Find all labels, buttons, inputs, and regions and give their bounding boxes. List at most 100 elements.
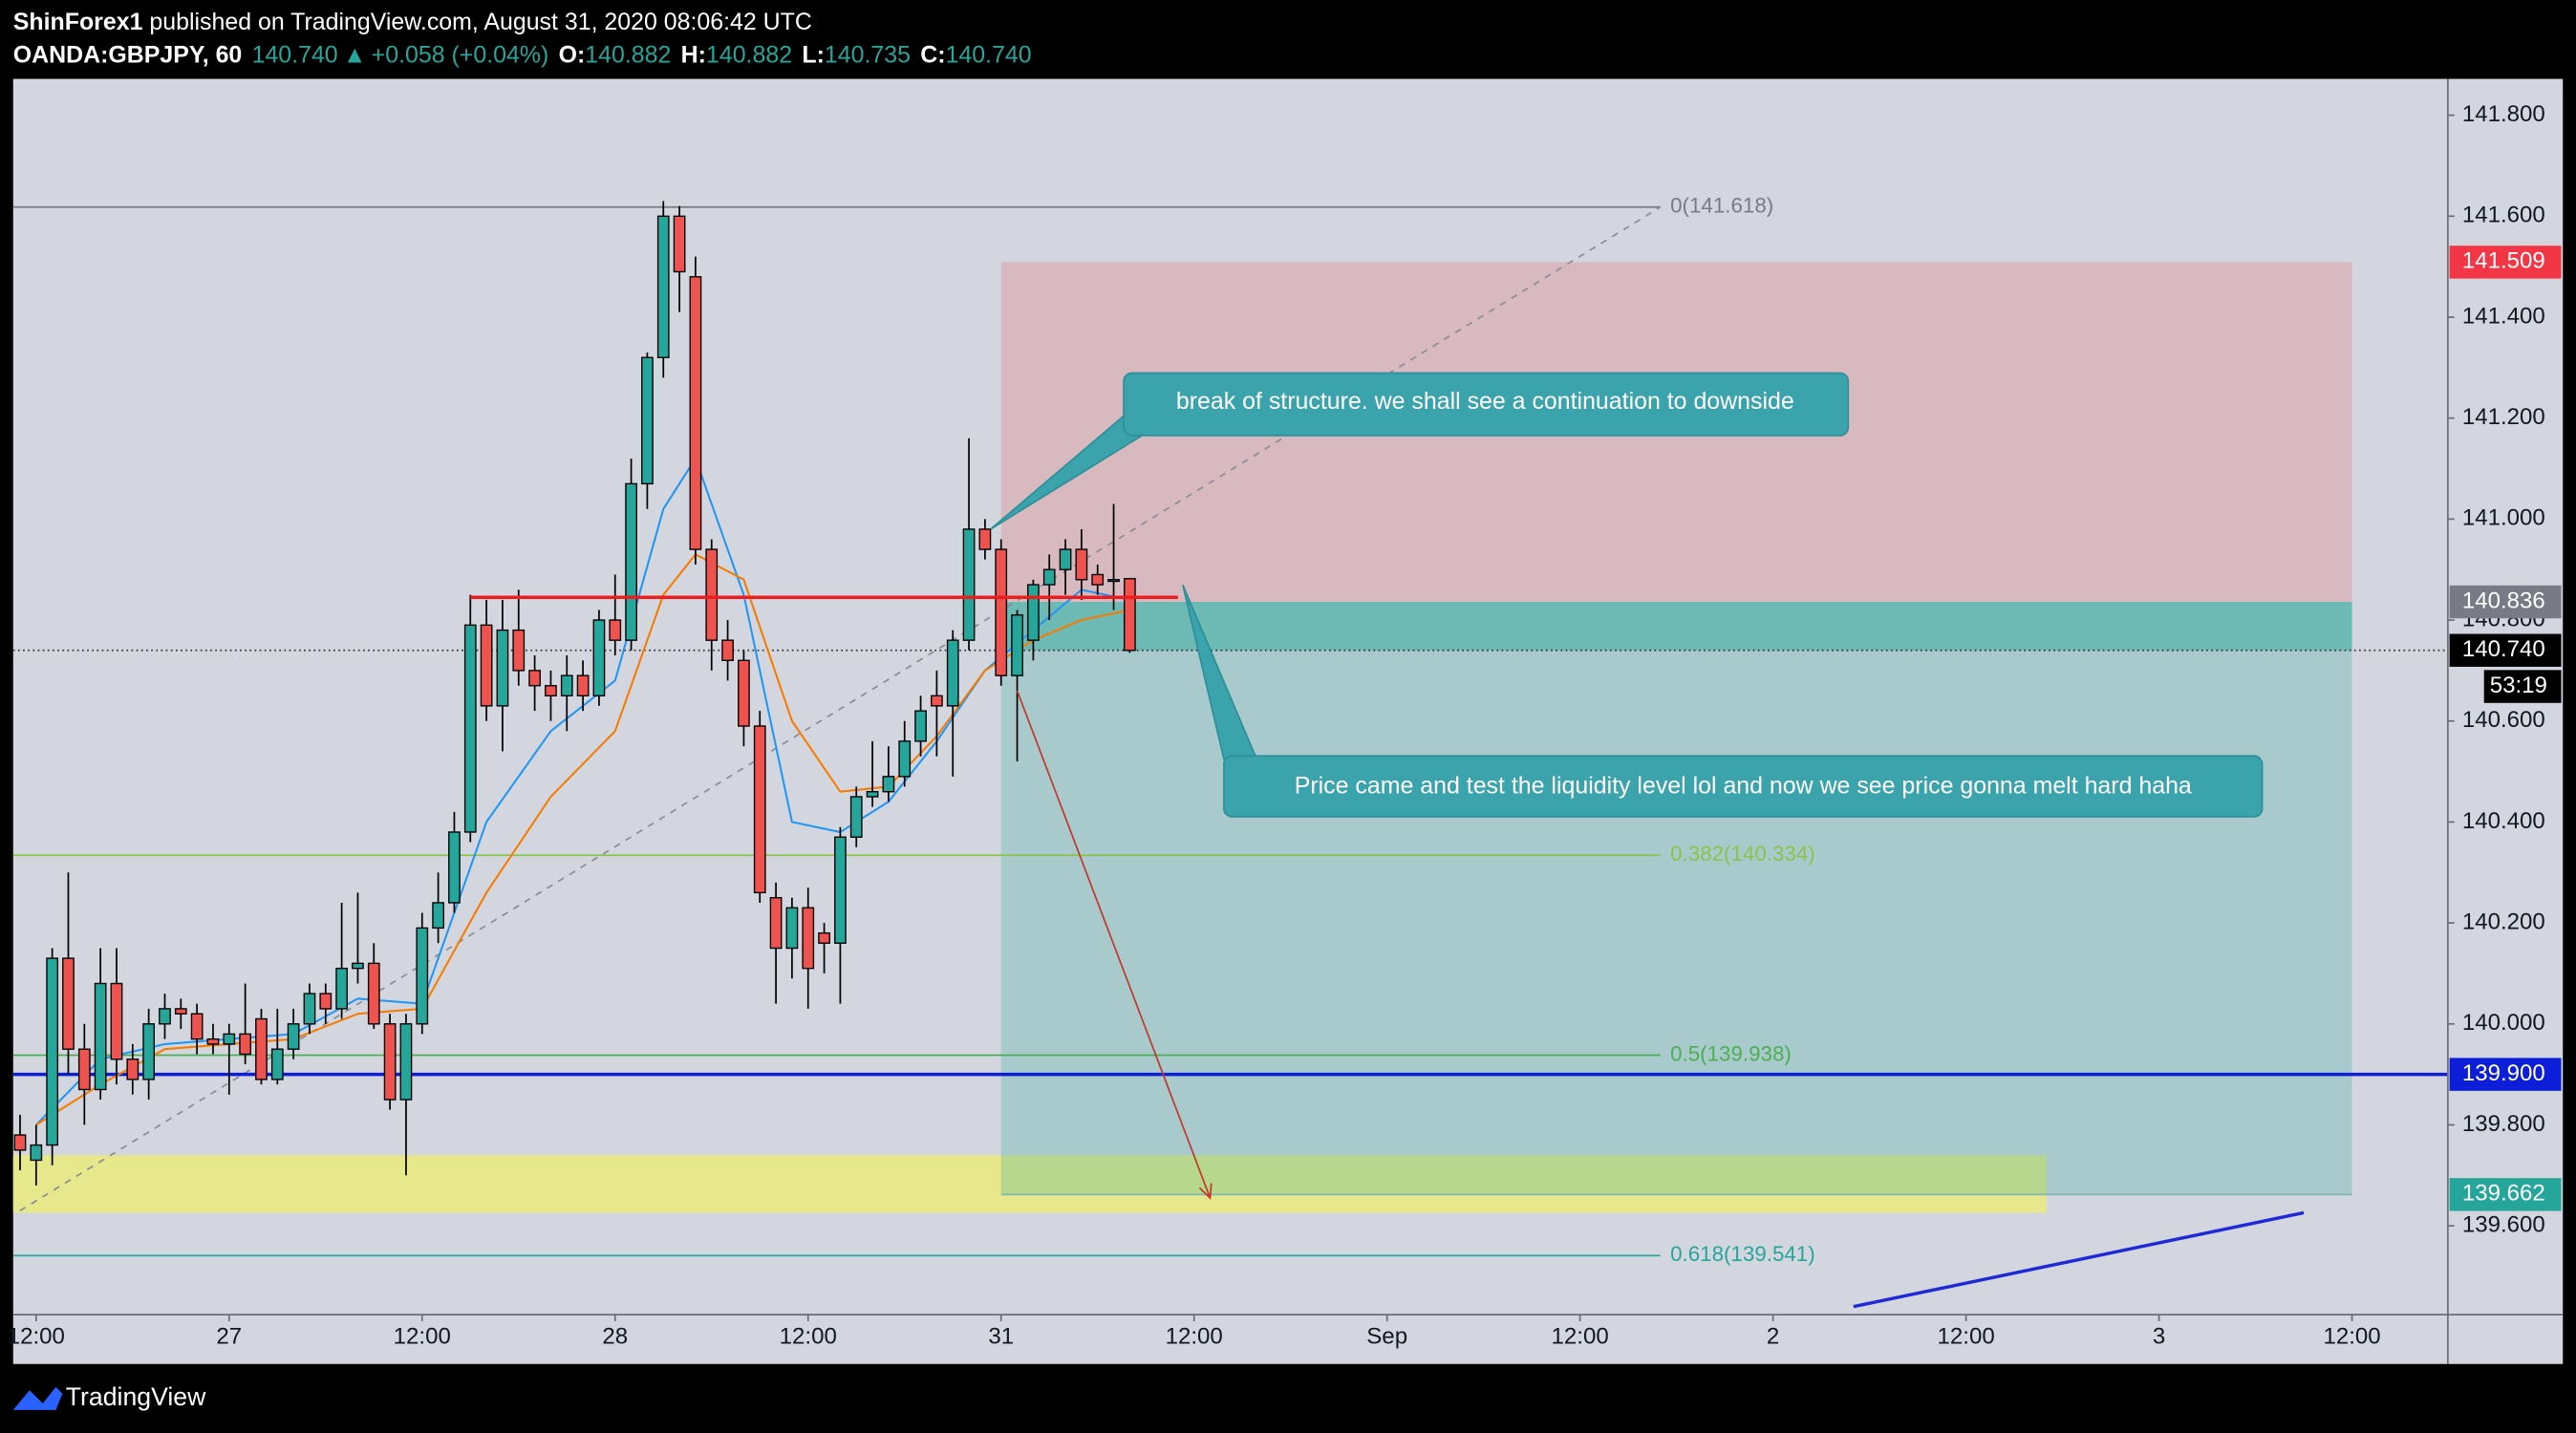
x-tick-label: 12:00	[1166, 1324, 1223, 1350]
candle-body	[46, 957, 59, 1146]
candle-body	[785, 907, 799, 950]
candle-body	[319, 993, 333, 1010]
ohlc-value: 140.882	[585, 41, 671, 68]
arrow	[1016, 690, 1213, 1200]
candle-body	[287, 1023, 300, 1050]
candle-body	[609, 619, 622, 641]
candle-body	[834, 836, 847, 944]
ohlc-label: H:	[681, 41, 706, 68]
candle-body	[673, 215, 686, 273]
candle-body	[94, 982, 107, 1091]
entry-price-tag: 140.836	[2462, 588, 2545, 613]
callout-box	[1223, 755, 2264, 818]
x-tick-label: 12:00	[1552, 1324, 1609, 1350]
callout-text: break of structure. we shall see a conti…	[1176, 388, 1794, 415]
support-price-tag-box	[2449, 1058, 2562, 1091]
candle-body	[432, 902, 444, 930]
x-tick-label: 27	[216, 1324, 242, 1350]
y-tick-label: 139.600	[2462, 1212, 2545, 1238]
candle-body	[448, 831, 461, 904]
price: 140.740	[252, 41, 338, 68]
countdown-box	[2483, 670, 2562, 703]
current-price-tag: 140.740	[2462, 636, 2545, 662]
y-tick-label: 140.000	[2462, 1010, 2545, 1036]
candle-body	[625, 482, 637, 641]
candle-body	[656, 215, 670, 358]
candle-body	[352, 962, 364, 970]
candle-body	[528, 670, 541, 687]
x-tick-label: 12:00	[8, 1324, 65, 1350]
candle-body	[592, 619, 606, 696]
candle-body	[753, 725, 766, 894]
brand: TradingView	[66, 1382, 206, 1411]
candle-body	[496, 629, 509, 707]
arrow: ▲	[343, 41, 367, 68]
candle-body	[1011, 614, 1023, 676]
candle-body	[769, 896, 783, 950]
candle-body	[463, 624, 477, 833]
ohlc-value: 140.882	[706, 41, 792, 68]
open-profit-area	[1000, 602, 2352, 651]
candle-body	[1107, 579, 1120, 583]
stop-price-tag: 141.509	[2462, 248, 2545, 274]
y-tick-label: 141.600	[2462, 203, 2545, 228]
candle-body	[335, 967, 348, 1010]
brand-logo	[12, 1386, 63, 1410]
candle-body	[545, 685, 557, 696]
candle-body	[159, 1008, 171, 1025]
candle-body	[512, 629, 526, 672]
candle-body	[142, 1023, 156, 1080]
x-tick-label: 12:00	[780, 1324, 837, 1350]
candle-body	[480, 624, 493, 707]
candle-body	[367, 962, 380, 1025]
callout-text: Price came and test the liquidity level …	[1295, 773, 2192, 800]
current-price-tag-box	[2449, 633, 2562, 667]
symbol: OANDA:GBPJPY, 60	[13, 41, 243, 68]
target-area	[1000, 602, 2352, 1195]
candle-body	[721, 639, 734, 661]
y-tick-label: 141.800	[2462, 101, 2545, 127]
candle-body	[898, 740, 912, 778]
candle-body	[303, 993, 316, 1025]
fib-label: 0.5(139.938)	[1670, 1041, 1792, 1065]
support-price-tag: 139.900	[2462, 1060, 2545, 1086]
ohlc-label: O:	[559, 41, 586, 68]
target-price-tag: 139.662	[2462, 1181, 2545, 1207]
y-tick-label: 141.200	[2462, 404, 2545, 430]
fib-label: 0(141.618)	[1670, 194, 1773, 218]
candle-body	[62, 957, 75, 1050]
candle-body	[689, 276, 702, 550]
y-tick-label: 140.600	[2462, 707, 2545, 733]
candle-body	[1091, 573, 1105, 586]
candle-body	[190, 1013, 204, 1040]
symbol-line: OANDA:GBPJPY, 60 140.740 ▲ +0.058 (+0.04%) O…	[13, 41, 1032, 68]
x-tick-label: 31	[988, 1324, 1014, 1350]
x-tick-label: 2	[1767, 1324, 1779, 1350]
candle-body	[866, 791, 879, 798]
x-tick-label: 12:00	[2323, 1324, 2380, 1350]
countdown: 53:19	[2490, 673, 2547, 698]
candle-body	[1124, 578, 1136, 652]
author: ShinForex1	[13, 9, 143, 35]
candle-body	[270, 1048, 284, 1080]
header-line: ShinForex1 published on TradingView.com,…	[13, 9, 812, 35]
candle-body	[223, 1033, 236, 1045]
liquidity-zone	[12, 1155, 2047, 1213]
candle-body	[206, 1037, 220, 1045]
candle-body	[255, 1017, 268, 1080]
candle-body	[1027, 584, 1040, 641]
y-tick-label: 139.800	[2462, 1111, 2545, 1137]
candle-body	[1075, 548, 1088, 581]
candle-body	[560, 674, 573, 696]
x-tick-label: 12:00	[394, 1324, 451, 1350]
candle-body	[882, 776, 895, 793]
candle-body	[77, 1048, 91, 1091]
entry-price-tag-box	[2449, 585, 2562, 619]
fib-label: 0.382(140.334)	[1670, 842, 1815, 866]
candle-body	[978, 528, 992, 550]
change: +0.058 (+0.04%)	[372, 41, 549, 68]
candle-body	[962, 528, 976, 641]
ohlc-value: 140.735	[825, 41, 911, 68]
x-tick-label: 3	[2153, 1324, 2165, 1350]
